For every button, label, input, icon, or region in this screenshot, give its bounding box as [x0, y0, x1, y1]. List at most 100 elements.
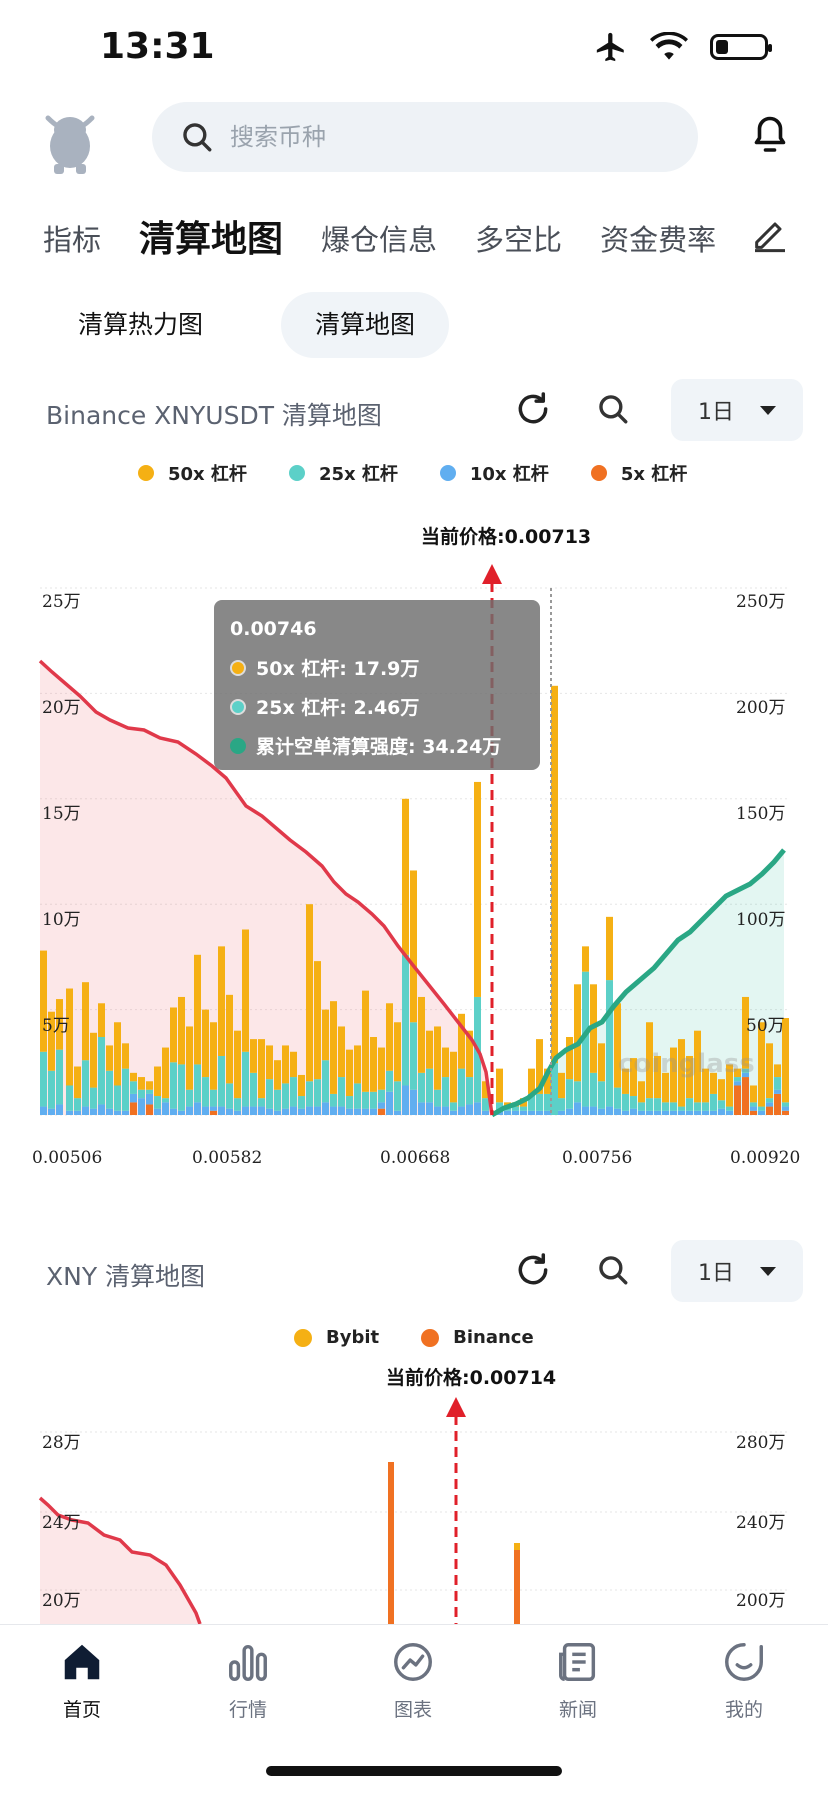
nav-news[interactable]: 新闻: [528, 1639, 628, 1722]
bar-10x: [266, 1108, 273, 1115]
bar-50x: [558, 1072, 565, 1099]
tab-liquidation-info[interactable]: 爆仓信息: [321, 223, 438, 257]
bar-10x: [394, 1110, 401, 1115]
long-cumulative-line: [38, 659, 494, 1116]
bar-50x: [346, 1049, 353, 1097]
legend-item-25x[interactable]: 25x 杠杆: [288, 460, 398, 486]
bar-25x: [378, 1089, 385, 1103]
nav-chart[interactable]: 图表: [363, 1639, 463, 1722]
chart2-plot[interactable]: [0, 1395, 828, 1625]
legend-item-5x[interactable]: 5x 杠杆: [590, 460, 687, 486]
bar-10x: [178, 1110, 185, 1115]
bar-10x: [606, 1106, 613, 1115]
bar-50x: [330, 1001, 337, 1094]
bar-50x: [56, 999, 63, 1050]
y-tick-left: 28万: [42, 1433, 81, 1453]
search-input[interactable]: [228, 122, 662, 152]
profile-icon: [725, 1643, 763, 1681]
bar-50x: [551, 685, 558, 1064]
legend-item-bybit[interactable]: Bybit: [294, 1327, 379, 1348]
bar-25x: [250, 1072, 257, 1107]
bar-25x: [598, 1081, 605, 1109]
bar-50x: [306, 904, 313, 1082]
bar-50x: [250, 1039, 257, 1073]
bar-10x: [638, 1110, 645, 1115]
bar-25x: [258, 1098, 265, 1107]
bar-25x: [210, 1089, 217, 1107]
bar-25x: [314, 1079, 321, 1107]
tab-funding-rate[interactable]: 资金费率: [600, 223, 717, 257]
bar-25x: [566, 1079, 573, 1109]
refresh-icon[interactable]: [514, 1251, 552, 1289]
bar-25x: [742, 1068, 749, 1073]
bar-10x: [114, 1110, 121, 1115]
edit-icon[interactable]: [750, 214, 790, 254]
nav-market[interactable]: 行情: [198, 1639, 298, 1722]
nav-label: 行情: [228, 1699, 267, 1721]
bar-5x: [750, 1110, 757, 1115]
bar-50x: [354, 1045, 361, 1084]
bar-10x: [520, 1110, 527, 1115]
bar-10x: [170, 1108, 177, 1115]
tab-indicators[interactable]: 指标: [43, 223, 102, 257]
chart1-period-select[interactable]: 1日: [671, 379, 803, 441]
bar-50x: [386, 1003, 393, 1071]
bar-bybit: [514, 1543, 520, 1550]
bar-10x: [298, 1108, 305, 1115]
bar-50x: [178, 996, 185, 1065]
refresh-icon[interactable]: [514, 390, 552, 428]
bar-10x: [474, 1102, 481, 1115]
segment-liquidation-map[interactable]: 清算地图: [281, 292, 450, 358]
bar-50x: [282, 1045, 289, 1084]
bar-50x: [266, 1045, 273, 1080]
bar-25x: [582, 971, 589, 1107]
segment-heatmap[interactable]: 清算热力图: [78, 310, 204, 339]
bar-10x: [450, 1110, 457, 1115]
bar-10x: [210, 1106, 217, 1111]
bar-50x: [434, 1026, 441, 1090]
bar-50x: [718, 1079, 725, 1101]
chart2-title: XNY 清算地图: [46, 1262, 206, 1291]
bar-10x: [442, 1106, 449, 1115]
nav-profile[interactable]: 我的: [694, 1639, 794, 1722]
x-tick: 0.00668: [380, 1148, 451, 1168]
chart-icon: [394, 1643, 432, 1681]
tab-long-short-ratio[interactable]: 多空比: [475, 223, 563, 257]
bar-50x: [544, 1068, 551, 1094]
bar-50x: [162, 1047, 169, 1099]
tab-liquidation-map[interactable]: 清算地图: [139, 219, 284, 260]
bar-10x: [418, 1102, 425, 1115]
nav-home[interactable]: 首页: [32, 1639, 132, 1722]
bar-25x: [558, 1098, 565, 1111]
bar-10x: [646, 1110, 653, 1115]
legend-item-binance[interactable]: Binance: [421, 1327, 534, 1348]
bar-10x: [686, 1110, 693, 1115]
current-price-arrow: [446, 1397, 466, 1417]
bar-50x: [536, 1039, 543, 1094]
bar-25x: [186, 1089, 193, 1107]
bar-10x: [630, 1108, 637, 1115]
bell-icon[interactable]: [752, 114, 788, 156]
bar-50x: [528, 1068, 535, 1094]
search-bar[interactable]: [152, 102, 698, 172]
legend-item-50x[interactable]: 50x 杠杆: [138, 460, 247, 486]
bar-25x: [178, 1064, 185, 1111]
y-tick-right: 200万: [736, 698, 786, 718]
bar-50x: [474, 781, 481, 997]
bar-5x: [782, 1110, 789, 1115]
y-tick-left: 25万: [42, 592, 81, 612]
zoom-icon[interactable]: [596, 1253, 630, 1287]
bar-10x: [750, 1106, 757, 1111]
zoom-icon[interactable]: [596, 392, 630, 426]
bar-10x: [598, 1108, 605, 1115]
chart2-period-select[interactable]: 1日: [671, 1240, 803, 1302]
bar-5x: [210, 1110, 217, 1115]
chart1-plot[interactable]: coinglass: [0, 560, 828, 1120]
bar-50x: [622, 1068, 629, 1094]
bar-10x: [458, 1106, 465, 1115]
avatar[interactable]: [40, 106, 100, 176]
bar-50x: [258, 1039, 265, 1099]
bar-25x: [106, 1070, 113, 1109]
bar-10x: [694, 1110, 701, 1115]
legend-item-10x[interactable]: 10x 杠杆: [439, 460, 549, 486]
